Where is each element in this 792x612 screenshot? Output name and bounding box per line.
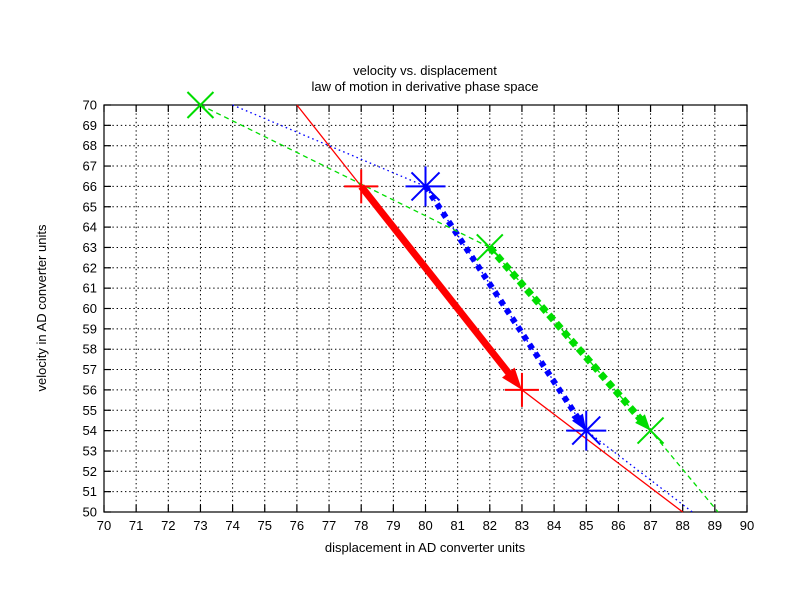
x-tick-label: 75 bbox=[258, 518, 272, 533]
y-tick-label: 53 bbox=[83, 443, 97, 458]
y-tick-label: 66 bbox=[83, 179, 97, 194]
y-tick-label: 54 bbox=[83, 423, 97, 438]
x-tick-label: 87 bbox=[643, 518, 657, 533]
x-tick-label: 71 bbox=[129, 518, 143, 533]
y-tick-label: 55 bbox=[83, 403, 97, 418]
data-series bbox=[200, 104, 719, 513]
blue-motion-segment-markers bbox=[405, 166, 607, 451]
x-tick-label: 80 bbox=[418, 518, 432, 533]
blue-motion-segment-vector-shaft bbox=[422, 184, 583, 423]
x-tick-label: 84 bbox=[547, 518, 561, 533]
y-tick-label: 50 bbox=[83, 505, 97, 520]
y-tick-label: 62 bbox=[83, 260, 97, 275]
green-motion-segment-thin-line bbox=[200, 104, 719, 513]
chart-title: velocity vs. displacement bbox=[353, 63, 497, 78]
y-tick-label: 61 bbox=[83, 281, 97, 296]
y-tick-label: 56 bbox=[83, 382, 97, 397]
grid bbox=[104, 105, 747, 512]
x-tick-label: 82 bbox=[483, 518, 497, 533]
y-tick-label: 63 bbox=[83, 240, 97, 255]
y-tick-label: 58 bbox=[83, 342, 97, 357]
x-tick-label: 88 bbox=[675, 518, 689, 533]
green-motion-segment-vector-shaft bbox=[487, 245, 646, 425]
x-tick-label: 86 bbox=[611, 518, 625, 533]
tick-labels: 70 71 72 73 74 75 76 77 78 79 80 81 82 83 84 85 86 87 88 89… bbox=[83, 98, 755, 534]
x-tick-label: 81 bbox=[450, 518, 464, 533]
red-motion-segment-vector-shaft bbox=[358, 184, 516, 380]
x-tick-label: 83 bbox=[515, 518, 529, 533]
y-tick-label: 69 bbox=[83, 118, 97, 133]
green-motion-segment-markers bbox=[186, 91, 665, 445]
y-tick-label: 57 bbox=[83, 362, 97, 377]
data-point-markers bbox=[186, 91, 665, 451]
x-tick-label: 70 bbox=[97, 518, 111, 533]
red-motion-segment-arrowhead bbox=[502, 367, 522, 390]
y-tick-label: 51 bbox=[83, 484, 97, 499]
chart-subtitle: law of motion in derivative phase space bbox=[312, 79, 539, 94]
y-tick-label: 67 bbox=[83, 159, 97, 174]
y-tick-label: 60 bbox=[83, 301, 97, 316]
y-tick-label: 70 bbox=[83, 98, 97, 113]
y-tick-label: 64 bbox=[83, 220, 97, 235]
x-tick-label: 76 bbox=[290, 518, 304, 533]
red-motion-segment-markers bbox=[344, 169, 539, 407]
y-tick-label: 52 bbox=[83, 464, 97, 479]
x-tick-label: 79 bbox=[386, 518, 400, 533]
x-tick-label: 77 bbox=[322, 518, 336, 533]
x-tick-label: 89 bbox=[708, 518, 722, 533]
x-axis-label: displacement in AD converter units bbox=[325, 540, 526, 555]
x-tick-label: 74 bbox=[225, 518, 239, 533]
x-tick-label: 72 bbox=[161, 518, 175, 533]
y-tick-label: 68 bbox=[83, 138, 97, 153]
blue-motion-segment-thin-line bbox=[232, 104, 693, 513]
x-tick-label: 90 bbox=[740, 518, 754, 533]
x-tick-label: 85 bbox=[579, 518, 593, 533]
x-tick-label: 78 bbox=[354, 518, 368, 533]
y-axis-label: velocity in AD converter units bbox=[34, 224, 49, 391]
x-tick-label: 73 bbox=[193, 518, 207, 533]
axes-and-ticks bbox=[103, 104, 748, 513]
y-tick-label: 59 bbox=[83, 321, 97, 336]
red-motion-segment-lines bbox=[296, 104, 684, 513]
y-tick-label: 65 bbox=[83, 199, 97, 214]
